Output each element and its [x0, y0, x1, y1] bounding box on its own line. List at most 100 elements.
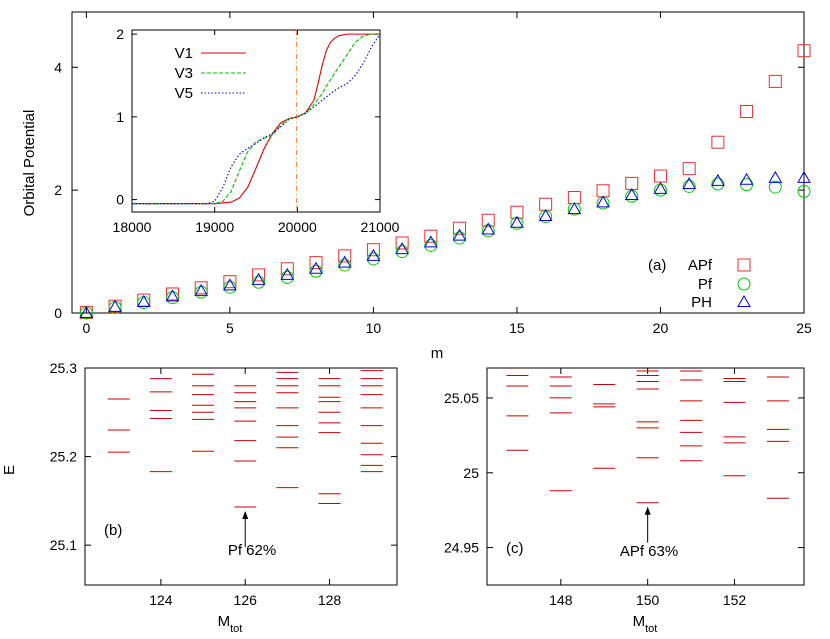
point-pf: [768, 180, 782, 194]
y-tick-label: 0: [54, 305, 62, 321]
x-tick-label: 20000: [278, 219, 317, 235]
point-ph: [596, 195, 610, 208]
point-pf: [682, 179, 696, 193]
point-ph: [194, 283, 209, 296]
point-ph: [797, 170, 811, 183]
x-tick-label: 5: [226, 320, 234, 336]
point-ph: [309, 261, 323, 274]
panel-c: 148 150 152 24.95 25 25.05 Mtot (c) APf 63%: [444, 367, 805, 635]
point-ph: [280, 267, 295, 280]
panel-a-marks: [79, 44, 811, 320]
point-pf: [625, 189, 639, 203]
point-ph: [682, 176, 697, 189]
point-ph: [538, 208, 553, 221]
inset-line-v5: [132, 33, 381, 205]
x-tick-label: 128: [318, 592, 342, 608]
point-ph: [739, 172, 754, 185]
point-pf: [366, 252, 380, 266]
point-ph: [79, 305, 94, 318]
point-ph: [510, 215, 524, 228]
panel-a-legend: APf Pf PH: [688, 257, 751, 311]
panel-b-arrow-label: Pf 62%: [228, 542, 276, 559]
panel-b-ticks: 124 126 128 25.1 25.2 25.3: [50, 360, 397, 608]
panel-c-xlabel-main: M: [633, 613, 646, 630]
point-apf: [309, 256, 323, 270]
x-tick-label: 124: [149, 592, 173, 608]
point-ph: [108, 299, 122, 312]
arrow-head: [644, 506, 651, 515]
point-pf: [165, 291, 179, 305]
point-pf: [424, 238, 438, 252]
legend-marker-pf: [737, 277, 751, 291]
panel-c-marks: [506, 370, 789, 543]
point-ph: [223, 278, 237, 291]
point-ph: [452, 228, 467, 241]
point-apf: [395, 236, 409, 250]
legend-label-pf: Pf: [698, 276, 713, 293]
point-apf: [682, 162, 696, 176]
point-pf: [194, 285, 208, 299]
panel-c-arrow-label: APf 63%: [620, 543, 678, 560]
point-apf: [453, 221, 467, 235]
point-ph: [337, 255, 352, 268]
point-ph: [395, 242, 409, 255]
x-tick-label: 126: [234, 592, 258, 608]
legend-label-apf: APf: [688, 257, 713, 274]
point-pf: [395, 245, 409, 259]
point-pf: [338, 258, 352, 272]
panel-b: 124 126 128 25.1 25.2 25.3 E Mtot (b) Pf 62%: [1, 360, 398, 635]
point-apf: [165, 287, 179, 301]
point-apf: [510, 205, 524, 219]
panel-c-xlabel: Mtot: [633, 613, 658, 635]
y-tick-label: 0: [116, 192, 124, 208]
legend-label-ph: PH: [691, 294, 712, 311]
point-apf: [481, 213, 495, 227]
panel-a-annotation: (a): [648, 257, 666, 274]
x-tick-label: 148: [549, 592, 573, 608]
point-pf: [711, 177, 725, 191]
point-pf: [481, 224, 495, 238]
inset-marks: [132, 30, 381, 212]
point-ph: [165, 289, 180, 302]
point-pf: [453, 231, 467, 245]
point-ph: [481, 222, 496, 235]
point-ph: [711, 173, 725, 186]
point-ph: [768, 170, 783, 183]
inset-background: [132, 30, 380, 212]
point-ph: [366, 248, 381, 261]
point-pf: [309, 264, 323, 278]
x-tick-label: 15: [509, 320, 525, 336]
point-apf: [223, 275, 237, 289]
point-apf: [539, 197, 553, 211]
point-pf: [280, 270, 294, 284]
panel-b-frame: [84, 367, 398, 586]
legend-label-v5: V5: [175, 85, 193, 102]
panel-c-annotation: (c): [506, 540, 524, 557]
point-ph: [567, 202, 582, 215]
inset-legend: V1 V3 V5: [175, 45, 246, 102]
point-apf: [252, 268, 266, 282]
point-ph: [251, 272, 266, 285]
point-ph: [624, 188, 639, 201]
inset-ticks: 18000 19000 20000 21000 0 1 2: [113, 26, 400, 235]
panel-inset: 18000 19000 20000 21000 0 1 2 V1 V3 V5: [113, 26, 400, 235]
arrow-head: [242, 511, 249, 520]
inset-frame: [131, 29, 381, 213]
panel-b-ylabel: E: [1, 465, 18, 475]
point-apf: [768, 74, 782, 88]
y-tick-label: 24.95: [444, 540, 479, 556]
panel-c-frame: [486, 367, 805, 586]
panel-c-ticks: 148 150 152 24.95 25 25.05: [444, 368, 804, 608]
panel-a-frame: [71, 11, 805, 314]
point-apf: [567, 191, 581, 205]
y-tick-label: 25.1: [50, 537, 77, 553]
point-apf: [280, 262, 294, 276]
x-tick-label: 10: [366, 320, 382, 336]
y-tick-label: 2: [116, 26, 124, 42]
point-apf: [625, 176, 639, 190]
y-tick-label: 25.05: [444, 390, 479, 406]
panel-b-xlabel-sub: tot: [230, 623, 242, 635]
x-tick-label: 21000: [361, 219, 400, 235]
